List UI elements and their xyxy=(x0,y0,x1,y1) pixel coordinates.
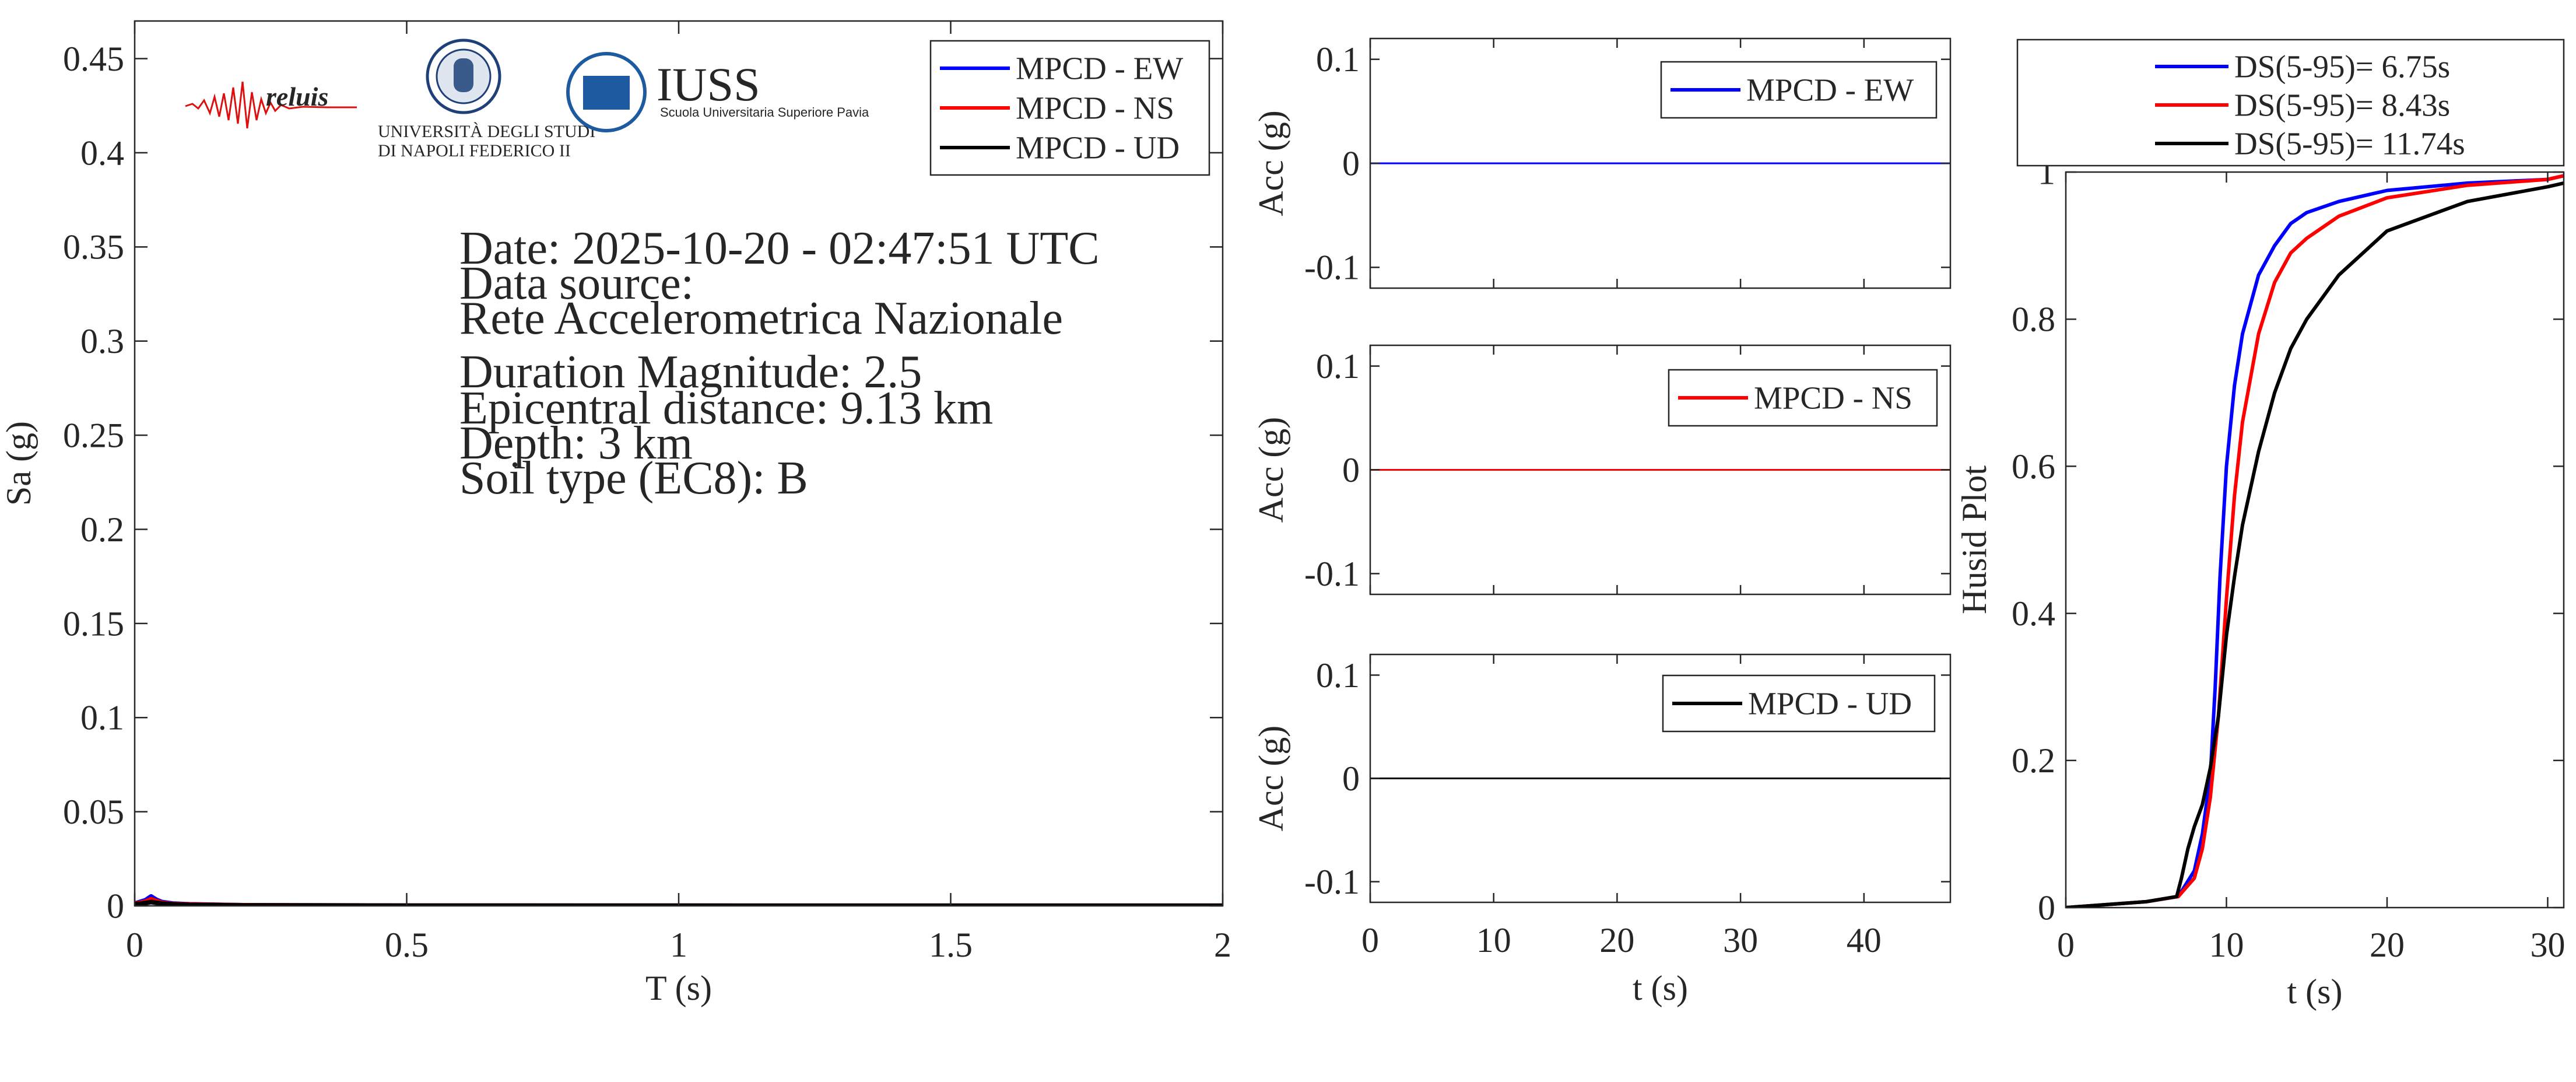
ew-legend-label: MPCD - EW xyxy=(1746,72,1914,108)
husid-plot-panel: 00.20.40.60.810 10 20 30t (s)Husid PlotDS(5… xyxy=(1955,38,2565,1011)
acceleration-ud-panel: 0.10-0.10 10 20 30 40t (s)Acc (g)MPCD - UD xyxy=(1252,653,1952,1007)
ud-xaxis-label: t (s) xyxy=(1633,969,1688,1007)
spectrum-ytick-label: 0 xyxy=(107,887,124,925)
ud-ytick-label: 0 xyxy=(1342,759,1360,798)
husid-xaxis-label: t (s) xyxy=(2287,972,2343,1011)
husid-legend-label: DS(5-95)= 8.43s xyxy=(2234,87,2450,123)
husid-ytick-label: 0.8 xyxy=(2012,300,2055,339)
ud-xtick-label: 30 xyxy=(1723,921,1758,960)
spectrum-legend: MPCD - EW MPCD - NS MPCD - UD xyxy=(929,40,1210,176)
data-source: Rete Accelerometrica Nazionale xyxy=(459,293,1063,344)
ew-legend: MPCD - EW xyxy=(1660,61,1938,119)
ew-ytick-label: -0.1 xyxy=(1304,248,1360,287)
acceleration-ew-panel: 0.1 0 -0.1 Acc (g) MPCD - EW xyxy=(1252,37,1952,289)
husid-series-line-2 xyxy=(2066,181,2564,908)
spectrum-xtick-label: 0 xyxy=(126,926,143,964)
spectrum-ytick-label: 0.2 xyxy=(80,510,124,549)
ew-yaxis-label: Acc (g) xyxy=(1252,110,1290,216)
epicentral-distance: Epicentral distance: 9.13 km xyxy=(459,383,993,434)
ud-yaxis-label: Acc (g) xyxy=(1252,726,1290,832)
soil-type: Soil type (EC8): B xyxy=(459,453,808,504)
depth: Depth: 3 km xyxy=(459,418,693,469)
unina-name-line2: DI NAPOLI FEDERICO II xyxy=(378,141,571,160)
event-info: Date: 2025-10-20 - 02:47:51 UTC Data sou… xyxy=(459,223,1100,504)
response-spectrum-panel: 0 0.05 0.1 0.15 0.2 0.25 0.3 0.35 0.4 0.45 0 0.5 1 1.… xyxy=(0,20,1231,1007)
husid-ytick-label: 0 xyxy=(2038,888,2055,927)
spectrum-ytick-label: 0.25 xyxy=(63,416,124,454)
ud-xtick-label: 0 xyxy=(1361,921,1379,960)
spectrum-xtick-label: 1.5 xyxy=(929,926,973,964)
spectrum-ytick-label: 0.05 xyxy=(63,793,124,831)
data-source-label: Data source: xyxy=(459,258,694,309)
husid-series-group xyxy=(2066,174,2564,908)
ns-legend-label: MPCD - NS xyxy=(1754,380,1912,416)
spectrum-ytick-label: 0.3 xyxy=(80,322,124,360)
iuss-logo: IUSS Scuola Universitaria Superiore Pavi… xyxy=(566,52,869,132)
ud-legend-label: MPCD - UD xyxy=(1748,686,1912,722)
husid-legend-label: DS(5-95)= 11.74s xyxy=(2234,126,2465,162)
event-date: Date: 2025-10-20 - 02:47:51 UTC xyxy=(459,223,1100,274)
acceleration-ns-panel: 0.1 0 -0.1 Acc (g) MPCD - NS xyxy=(1252,344,1952,596)
ud-xtick-label: 20 xyxy=(1599,921,1634,960)
spectrum-ytick-label: 0.45 xyxy=(63,40,124,78)
spectrum-xtick-label: 2 xyxy=(1214,926,1231,964)
unina-name-line1: UNIVERSITÀ DEGLI STUDI xyxy=(378,122,595,141)
ud-legend: MPCD - UD xyxy=(1662,674,1936,733)
spectrum-xtick-label: 1 xyxy=(670,926,687,964)
ud-xtick-label: 40 xyxy=(1847,921,1882,960)
iuss-emblem-building xyxy=(583,76,630,110)
husid-ytick-label: 0.6 xyxy=(2012,447,2055,486)
spectrum-ytick-label: 0.4 xyxy=(80,134,124,172)
husid-series-line-0 xyxy=(2066,174,2564,908)
spectrum-legend-label: MPCD - NS xyxy=(1016,90,1174,126)
reluis-seismogram xyxy=(185,81,357,129)
husid-xtick-label: 20 xyxy=(2370,926,2405,964)
unina-seal-figure xyxy=(454,58,473,92)
ud-ytick-label: 0.1 xyxy=(1316,656,1360,695)
ns-ytick-label: -0.1 xyxy=(1304,555,1360,593)
husid-xtick-label: 10 xyxy=(2209,926,2244,964)
husid-axes-box xyxy=(2065,171,2565,909)
husid-ytick-label: 0.4 xyxy=(2012,594,2055,633)
ew-ytick-label: 0 xyxy=(1342,144,1360,183)
ew-ytick-label: 0.1 xyxy=(1316,40,1360,79)
husid-xtick-label: 0 xyxy=(2057,926,2075,964)
iuss-logo-text: IUSS xyxy=(657,58,760,111)
husid-ytick-label: 0.2 xyxy=(2012,741,2055,780)
husid-xtick-label: 30 xyxy=(2530,926,2565,964)
husid-yaxis-label: Husid Plot xyxy=(1955,465,1994,614)
husid-legend-box xyxy=(2016,38,2565,167)
spectrum-ytick-label: 0.1 xyxy=(80,699,124,737)
ns-ytick-label: 0 xyxy=(1342,451,1360,489)
spectrum-ytick-label: 0.15 xyxy=(63,604,124,643)
spectrum-xaxis-label: T (s) xyxy=(645,969,712,1007)
reluis-logo-text: reluis xyxy=(266,82,328,111)
spectrum-yaxis-label: Sa (g) xyxy=(0,421,38,506)
ud-ytick-label: -0.1 xyxy=(1304,863,1360,901)
ns-yaxis-label: Acc (g) xyxy=(1252,417,1290,523)
spectrum-xtick-label: 0.5 xyxy=(385,926,429,964)
duration-magnitude: Duration Magnitude: 2.5 xyxy=(459,346,922,398)
ud-xtick-label: 10 xyxy=(1476,921,1511,960)
ns-ytick-label: 0.1 xyxy=(1316,347,1360,386)
logos: reluis UNIVERSITÀ DEGLI STUDI DI NAPOLI … xyxy=(185,38,869,160)
spectrum-legend-label: MPCD - UD xyxy=(1016,130,1180,166)
husid-legend-label: DS(5-95)= 6.75s xyxy=(2234,49,2450,85)
iuss-logo-subtitle: Scuola Universitaria Superiore Pavia xyxy=(660,105,869,120)
ns-legend: MPCD - NS xyxy=(1668,369,1938,427)
unina-logo: UNIVERSITÀ DEGLI STUDI DI NAPOLI FEDERIC… xyxy=(378,38,595,160)
spectrum-legend-label: MPCD - EW xyxy=(1016,51,1183,86)
reluis-logo: reluis xyxy=(185,81,357,129)
spectrum-ytick-label: 0.35 xyxy=(63,228,124,267)
husid-series-line-1 xyxy=(2066,174,2564,908)
